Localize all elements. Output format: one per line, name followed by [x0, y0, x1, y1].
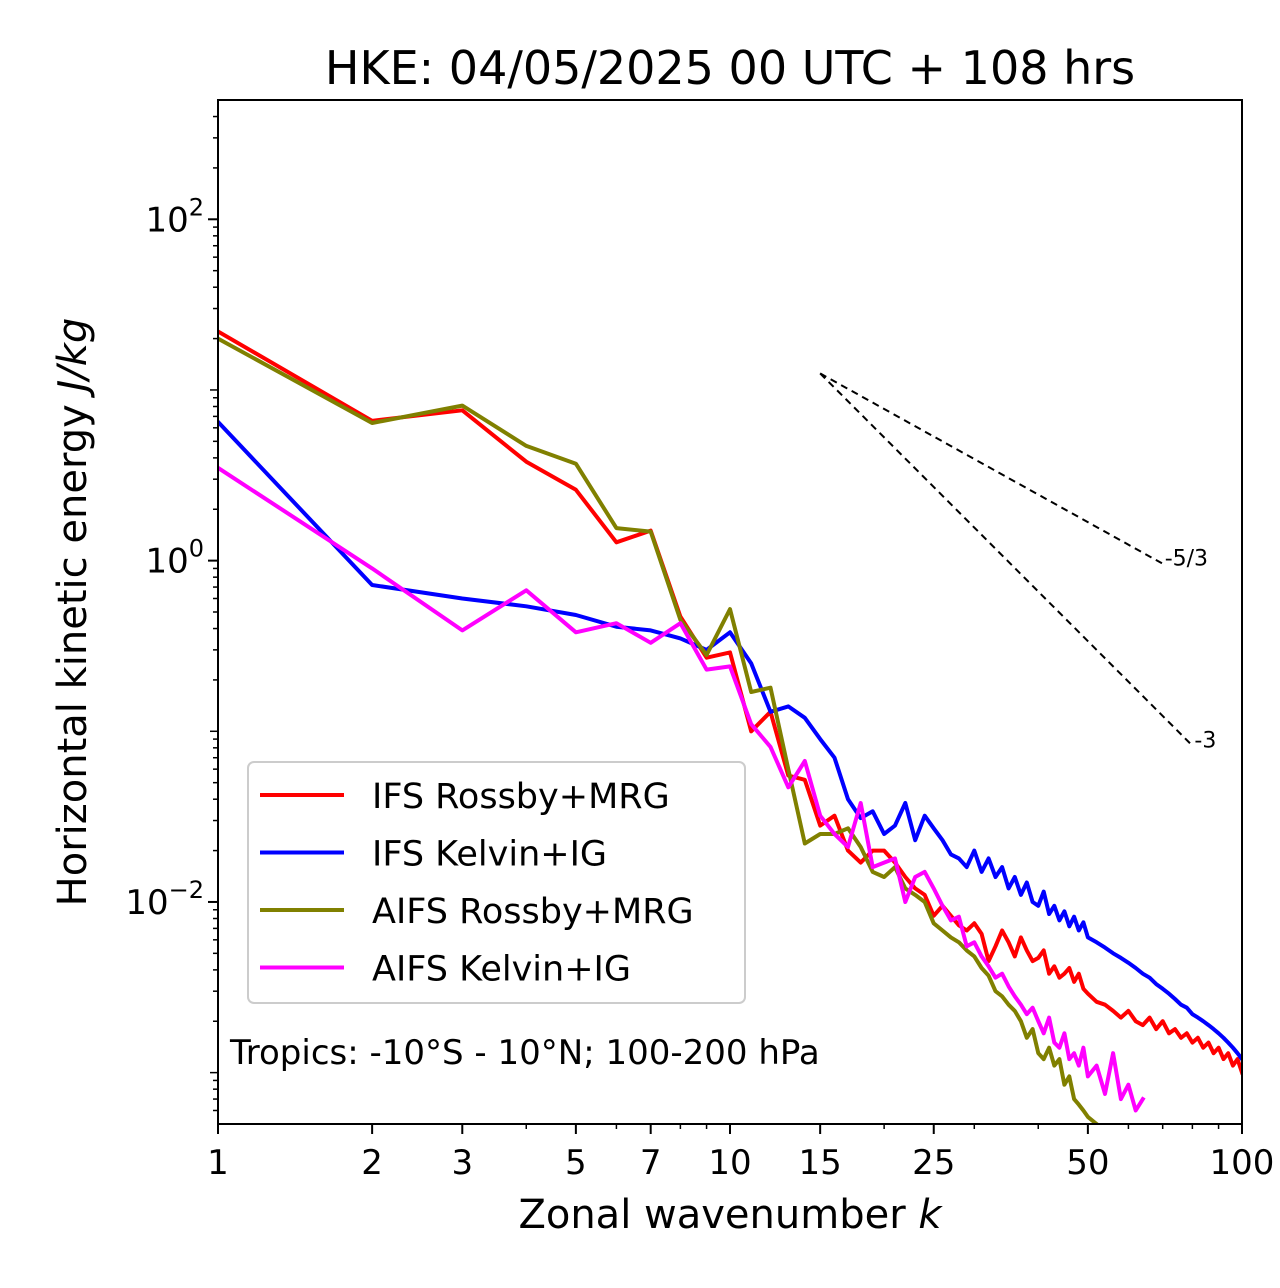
chart-title: HKE: 04/05/2025 00 UTC + 108 hrs	[325, 41, 1135, 95]
x-axis-label: Zonal wavenumber k	[518, 1192, 943, 1238]
x-tick-label: 50	[1066, 1143, 1109, 1183]
y-tick-label: 10−2	[125, 876, 204, 923]
x-axis-label-symbol: k	[918, 1192, 943, 1238]
reference-line-label: -5/3	[1165, 547, 1208, 572]
x-tick-label: 25	[912, 1143, 955, 1183]
y-axis-label: Horizontal kinetic energy J/kg	[50, 318, 96, 907]
y-axis-ticks: 102 100 10−2	[125, 115, 218, 1112]
series-line	[218, 465, 1146, 1113]
reference-slope-lines	[819, 372, 1194, 747]
x-tick-label: 15	[799, 1143, 842, 1183]
legend: IFS Rossby+MRG IFS Kelvin+IG AIFS Rossby+M…	[247, 761, 746, 1004]
legend-label: IFS Kelvin+IG	[372, 835, 607, 875]
x-axis-label-text: Zonal wavenumber	[518, 1192, 918, 1238]
region-annotation: Tropics: -10°S - 10°N; 100-200 hPa	[229, 1033, 820, 1073]
legend-label: IFS Rossby+MRG	[372, 777, 670, 817]
series-line	[218, 419, 1242, 1062]
x-tick-label: 3	[451, 1143, 473, 1183]
x-tick-label: 100	[1210, 1143, 1275, 1183]
y-axis-label-unit: J/kg	[50, 318, 96, 399]
y-tick-label: 102	[145, 193, 204, 240]
x-tick-label: 10	[708, 1143, 751, 1183]
legend-label: AIFS Kelvin+IG	[372, 950, 631, 990]
reference-line	[819, 372, 1194, 747]
legend-label: AIFS Rossby+MRG	[372, 892, 694, 932]
x-tick-label: 5	[565, 1143, 587, 1183]
reference-line-labels: -5/3 -3	[1165, 547, 1217, 754]
x-tick-label: 7	[640, 1143, 662, 1183]
x-tick-label: 2	[361, 1143, 383, 1183]
x-axis-ticks: 1 2 3 5 7 10 15 25 50 100	[207, 1124, 1274, 1183]
y-tick-label: 100	[145, 535, 204, 582]
reference-line-label: -3	[1194, 729, 1216, 754]
legend-box	[247, 761, 746, 1004]
series-lines	[218, 329, 1242, 1124]
series-line	[218, 336, 1100, 1124]
x-tick-label: 1	[207, 1143, 229, 1183]
reference-line	[819, 372, 1164, 565]
y-axis-label-text: Horizontal kinetic energy	[50, 392, 96, 907]
